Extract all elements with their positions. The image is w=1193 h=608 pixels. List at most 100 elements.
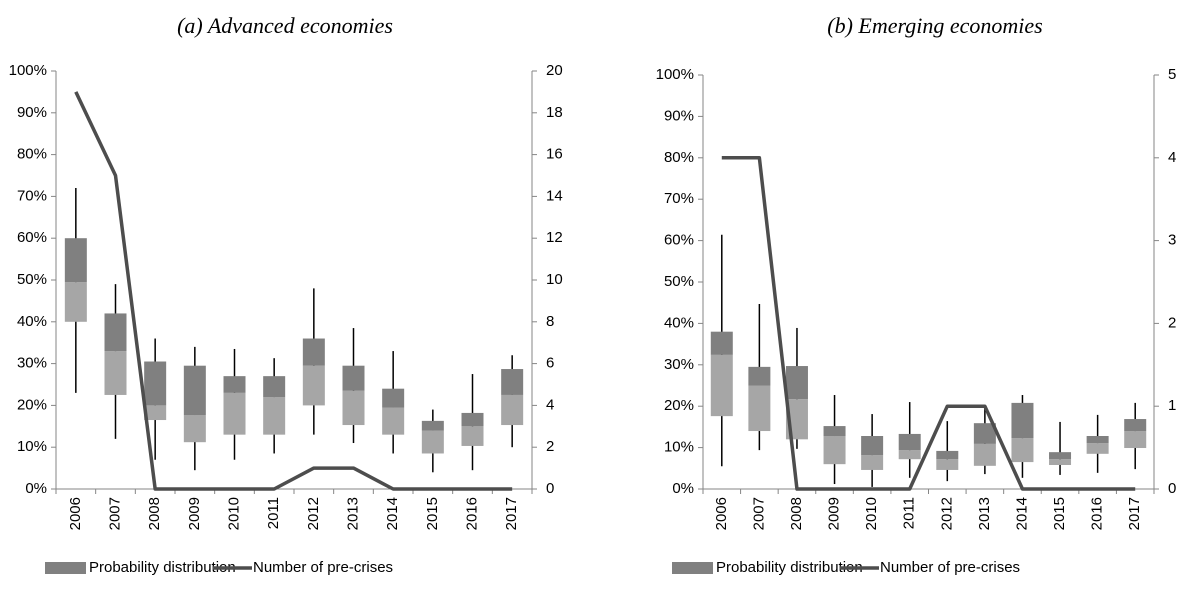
box-lower (973, 443, 996, 466)
box-upper (461, 412, 484, 427)
y2-tick-label: 0 (546, 480, 554, 497)
box-upper (421, 420, 444, 431)
box-upper (1124, 419, 1147, 432)
box-upper (144, 361, 167, 406)
box-upper (710, 331, 733, 355)
y-tick-label: 100% (9, 62, 47, 79)
y-tick-label: 40% (664, 314, 694, 331)
x-tick-label: 2013 (344, 497, 361, 530)
box-upper (898, 433, 921, 451)
x-tick-label: 2017 (503, 497, 520, 530)
chart-title: (b) Emerging economies (827, 13, 1042, 38)
box-upper (302, 338, 325, 366)
y2-tick-label: 16 (546, 146, 563, 163)
box-lower (936, 459, 959, 470)
y-tick-label: 100% (656, 66, 694, 83)
legend-label: Probability distribution (716, 559, 863, 576)
y2-tick-label: 2 (546, 438, 554, 455)
y-tick-label: 80% (664, 149, 694, 166)
y2-tick-label: 6 (546, 355, 554, 372)
box-lower (382, 407, 405, 435)
legend-label: Probability distribution (89, 559, 236, 576)
x-tick-label: 2015 (1051, 497, 1068, 530)
y-tick-label: 30% (17, 355, 47, 372)
x-tick-label: 2008 (788, 497, 805, 530)
box-upper (748, 366, 771, 386)
y-tick-label: 0% (25, 480, 47, 497)
legend-label: Number of pre-crises (880, 559, 1020, 576)
y-tick-label: 50% (17, 271, 47, 288)
x-tick-label: 2016 (1089, 497, 1106, 530)
box-lower (223, 392, 246, 435)
x-tick-label: 2013 (976, 497, 993, 530)
box-upper (104, 313, 127, 352)
box-upper (936, 450, 959, 460)
x-tick-label: 2015 (424, 497, 441, 530)
legend-label: Number of pre-crises (253, 559, 393, 576)
x-tick-label: 2006 (713, 497, 730, 530)
x-tick-label: 2011 (901, 497, 918, 529)
y-tick-label: 80% (17, 146, 47, 163)
x-tick-label: 2007 (750, 497, 767, 530)
box-upper (64, 238, 87, 283)
y2-tick-label: 3 (1168, 232, 1176, 249)
box-upper (823, 426, 846, 437)
box-lower (861, 455, 884, 470)
line-series (74, 91, 513, 491)
box-lower (64, 282, 87, 322)
y2-tick-label: 4 (1168, 149, 1176, 166)
y-tick-label: 0% (672, 480, 694, 497)
box-lower (263, 397, 286, 435)
y-tick-label: 70% (17, 187, 47, 204)
x-tick-label: 2014 (384, 497, 401, 530)
box-lower (1124, 431, 1147, 449)
box-upper (183, 365, 206, 416)
box-upper (342, 365, 365, 391)
legend-swatch (45, 562, 86, 574)
y2-tick-label: 10 (546, 271, 563, 288)
y2-tick-label: 0 (1168, 480, 1176, 497)
x-tick-label: 2007 (106, 497, 123, 530)
box-upper (223, 376, 246, 393)
y-tick-label: 20% (664, 397, 694, 414)
y2-tick-label: 8 (546, 313, 554, 330)
x-tick-label: 2011 (265, 497, 282, 529)
x-tick-label: 2012 (305, 497, 322, 530)
box-lower (710, 354, 733, 417)
x-tick-label: 2010 (225, 497, 242, 530)
box-lower (1086, 443, 1109, 454)
box-lower (183, 415, 206, 443)
y-tick-label: 70% (664, 190, 694, 207)
box-upper (501, 369, 524, 395)
box-upper (785, 366, 808, 400)
y2-tick-label: 20 (546, 62, 563, 79)
box-lower (823, 436, 846, 465)
legend-swatch (672, 562, 713, 574)
x-tick-label: 2016 (463, 497, 480, 530)
line-series (721, 156, 1136, 491)
box-upper (861, 436, 884, 456)
box-lower (342, 390, 365, 426)
box-lower (1049, 459, 1072, 465)
y-tick-label: 30% (664, 356, 694, 373)
box-lower (748, 385, 771, 432)
box-lower (104, 351, 127, 395)
y-tick-label: 60% (17, 229, 47, 246)
y2-tick-label: 1 (1168, 397, 1176, 414)
x-tick-label: 2012 (938, 497, 955, 530)
y-tick-label: 40% (17, 313, 47, 330)
x-tick-label: 2009 (186, 497, 203, 530)
y2-tick-label: 18 (546, 104, 563, 121)
y-tick-label: 10% (664, 439, 694, 456)
box-upper (382, 388, 405, 408)
y2-tick-label: 4 (546, 396, 554, 413)
y-tick-label: 60% (664, 232, 694, 249)
y-tick-label: 50% (664, 273, 694, 290)
x-tick-label: 2010 (863, 497, 880, 530)
box-upper (973, 423, 996, 444)
y-tick-label: 20% (17, 396, 47, 413)
y2-tick-label: 2 (1168, 314, 1176, 331)
box-upper (1086, 436, 1109, 444)
